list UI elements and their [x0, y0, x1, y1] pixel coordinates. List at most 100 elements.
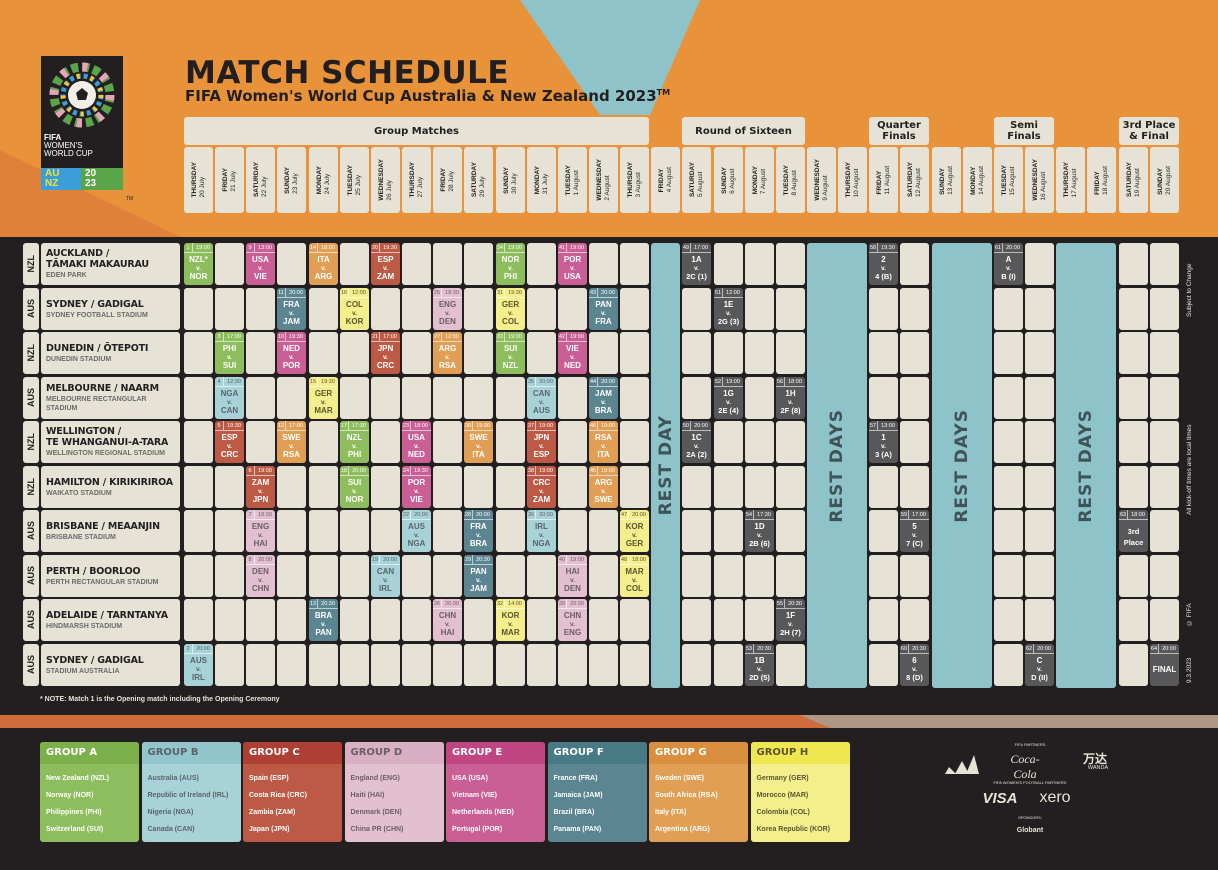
match-card[interactable]: 54 17:30 1D v. 2B (6)	[745, 510, 774, 552]
match-card[interactable]: 4 12:30 NGA v. CAN	[215, 377, 244, 419]
match-card[interactable]: 6 19:00 ZAM v. JPN	[246, 466, 275, 508]
day-date: 24 July	[323, 173, 331, 195]
match-card[interactable]: 3 17:00 PHI v. SUI	[215, 332, 244, 374]
match-card[interactable]: 12 17:00 SWE v. RSA	[277, 421, 306, 463]
day-label: WEDNESDAY 2 August	[596, 159, 612, 201]
match-card[interactable]: 16 12:00 COL v. KOR	[340, 288, 369, 330]
adidas-logo	[945, 755, 979, 774]
empty-slot	[464, 243, 493, 285]
group-team: Philippines (PHI)	[46, 809, 102, 816]
match-card[interactable]: 34 19:00 NOR v. PHI	[496, 243, 525, 285]
empty-slot	[402, 377, 431, 419]
day-label: MONDAY 31 July	[534, 166, 550, 194]
away-team: HAI	[253, 538, 268, 548]
match-card[interactable]: 42 19:00 VIE v. NED	[558, 332, 587, 374]
day-header: THURSDAY 17 August	[1056, 147, 1085, 213]
group-team: Brazil (BRA)	[553, 809, 595, 816]
match-card[interactable]: 38 19:00 CRC v. ZAM	[527, 466, 556, 508]
match-card[interactable]: 56 18:00 1H v. 2F (8)	[776, 377, 805, 419]
kickoff-time: 19:00	[570, 557, 584, 563]
match-header: 64 20:00	[1150, 644, 1179, 654]
kickoff-time: 19:00	[258, 468, 272, 474]
match-card[interactable]: 21 17:00 JPN v. CRC	[371, 332, 400, 374]
match-card[interactable]: 25 18:30 ENG v. DEN	[433, 288, 462, 330]
match-card[interactable]: 14 18:00 ITA v. ARG	[309, 243, 338, 285]
match-card[interactable]: 39 20:30 CHN v. ENG	[558, 599, 587, 641]
match-card[interactable]: 27 12:00 ARG v. RSA	[433, 332, 462, 374]
home-team: VIE	[566, 344, 579, 353]
match-card[interactable]: 33 19:00 SUI v. NZL	[496, 332, 525, 374]
match-number: 12	[277, 421, 286, 430]
match-card[interactable]: 24 19:30 POR v. VIE	[402, 466, 431, 508]
group-name: GROUP E	[446, 742, 545, 764]
match-card[interactable]: 58 19:30 2 v. 4 (B)	[869, 243, 898, 285]
match-card[interactable]: 20 19:30 ESP v. ZAM	[371, 243, 400, 285]
match-card[interactable]: 51 12:00 1E v. 2G (3)	[714, 288, 743, 330]
match-card[interactable]: 46 19:00 RSA v. ITA	[589, 421, 618, 463]
match-card[interactable]: 60 20:30 6 v. 8 (D)	[900, 644, 929, 686]
match-card[interactable]: 35 20:00 CAN v. AUS	[527, 377, 556, 419]
match-card[interactable]: 53 20:30 1B v. 2D (5)	[745, 644, 774, 686]
match-card[interactable]: 37 19:00 JPN v. ESP	[527, 421, 556, 463]
match-card[interactable]: 48 18:00 MAR v. COL	[620, 555, 649, 597]
empty-slot	[994, 599, 1023, 641]
venue-city: MELBOURNE / NAARM	[46, 383, 159, 394]
match-card[interactable]: 45 19:00 ARG v. SWE	[589, 466, 618, 508]
empty-slot	[309, 644, 338, 686]
match-card[interactable]: 26 20:30 CHN v. HAI	[433, 599, 462, 641]
match-card[interactable]: 5 19:30 ESP v. CRC	[215, 421, 244, 463]
match-card[interactable]: 10 19:30 NED v. POR	[277, 332, 306, 374]
match-number: 13	[309, 599, 318, 608]
match-card[interactable]: 41 19:00 POR v. USA	[558, 243, 587, 285]
match-card[interactable]: 2 20:00 AUS v. IRL	[184, 644, 213, 686]
match-card[interactable]: 1 19:00 NZL* v. NOR	[184, 243, 213, 285]
match-card[interactable]: 13 20:30 BRA v. PAN	[309, 599, 338, 641]
match-card[interactable]: 36 20:00 IRL v. NGA	[527, 510, 556, 552]
home-team: GER	[314, 389, 333, 398]
match-card[interactable]: 32 14:00 KOR v. MAR	[496, 599, 525, 641]
match-card[interactable]: 9 13:00 USA v. VIE	[246, 243, 275, 285]
match-card[interactable]: 44 20:00 JAM v. BRA	[589, 377, 618, 419]
match-card[interactable]: 15 19:30 GER v. MAR	[309, 377, 338, 419]
empty-slot	[745, 421, 774, 463]
match-card[interactable]: 23 18:00 USA v. NED	[402, 421, 431, 463]
match-card[interactable]: 29 20:30 PAN v. JAM	[464, 555, 493, 597]
empty-slot	[527, 332, 556, 374]
match-card[interactable]: 43 20:00 PAN v. FRA	[589, 288, 618, 330]
match-card[interactable]: 18 20:00 SUI v. NOR	[340, 466, 369, 508]
match-card[interactable]: 31 19:30 GER v. COL	[496, 288, 525, 330]
match-card[interactable]: 59 17:00 5 v. 7 (C)	[900, 510, 929, 552]
match-card[interactable]: 8 20:00 DEN v. CHN	[246, 555, 275, 597]
empty-slot	[246, 644, 275, 686]
match-card[interactable]: 28 20:00 FRA v. BRA	[464, 510, 493, 552]
group-team: Australia (AUS)	[147, 775, 199, 782]
match-number: 16	[340, 288, 349, 297]
match-card[interactable]: 63 18:00 3rd Place	[1119, 510, 1148, 552]
match-card[interactable]: 64 20:00 FINAL	[1150, 644, 1179, 686]
match-card[interactable]: 49 17:00 1A v. 2C (1)	[682, 243, 711, 285]
empty-slot	[215, 288, 244, 330]
match-card[interactable]: 52 19:00 1G v. 2E (4)	[714, 377, 743, 419]
match-card[interactable]: 19 20:00 CAN v. IRL	[371, 555, 400, 597]
empty-slot	[900, 421, 929, 463]
day-date: 22 July	[260, 176, 268, 198]
group-name: GROUP F	[547, 742, 647, 764]
group-team-list: Germany (GER) Morocco (MAR) Colombia (COL)…	[751, 764, 850, 842]
match-card[interactable]: 17 17:30 NZL v. PHI	[340, 421, 369, 463]
match-header: 9 13:00	[246, 243, 275, 253]
match-card[interactable]: 11 20:00 FRA v. JAM	[277, 288, 306, 330]
match-card[interactable]: 47 20:00 KOR v. GER	[620, 510, 649, 552]
empty-slot	[433, 243, 462, 285]
match-teams: NZL v. PHI	[340, 431, 369, 459]
match-card[interactable]: 50 20:00 1C v. 2A (2)	[682, 421, 711, 463]
match-card[interactable]: 40 19:00 HAI v. DEN	[558, 555, 587, 597]
match-card[interactable]: 57 13:00 1 v. 3 (A)	[869, 421, 898, 463]
match-card[interactable]: 22 20:00 AUS v. NGA	[402, 510, 431, 552]
match-card[interactable]: 7 18:30 ENG v. HAI	[246, 510, 275, 552]
match-card[interactable]: 55 20:30 1F v. 2H (7)	[776, 599, 805, 641]
versus: v.	[726, 309, 731, 317]
match-card[interactable]: 30 19:30 SWE v. ITA	[464, 421, 493, 463]
home-team: PAN	[595, 300, 612, 309]
